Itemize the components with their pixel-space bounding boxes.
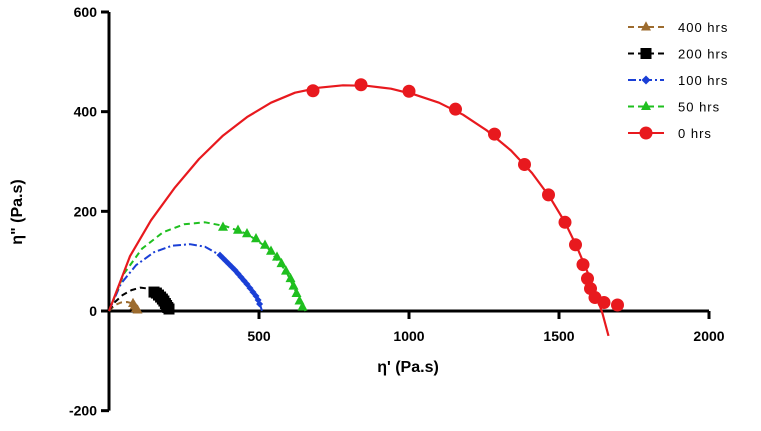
- legend-marker: [639, 126, 653, 140]
- data-point-400-hrs: [132, 304, 143, 314]
- legend-label: 100 hrs: [678, 73, 728, 88]
- fit-curves: [107, 84, 610, 337]
- data-point-0-hrs: [449, 102, 462, 116]
- legend-marker: [641, 21, 651, 31]
- legend-marker: [641, 100, 651, 110]
- data-point-50-hrs: [281, 265, 291, 275]
- data-point-0-hrs: [576, 258, 590, 272]
- y-axis-title: η" (Pa.s): [9, 179, 26, 244]
- data-point-50-hrs: [272, 251, 282, 261]
- y-tick-label: -200: [69, 403, 97, 419]
- data-point-100-hrs: [216, 251, 224, 259]
- axes: -200 0 200 400 600 500 1000 1500 2000: [69, 4, 725, 419]
- y-tick-label: 400: [74, 104, 98, 120]
- x-axis-title: η' (Pa.s): [377, 359, 439, 376]
- data-point-0-hrs: [611, 298, 624, 312]
- legend-label: 0 hrs: [678, 126, 712, 141]
- data-point-50-hrs: [297, 301, 308, 311]
- data-point-50-hrs: [233, 224, 243, 234]
- data-point-0-hrs: [597, 296, 611, 310]
- data-point-0-hrs: [488, 127, 501, 141]
- legend-marker: [641, 75, 651, 85]
- y-tick-label: 600: [74, 4, 98, 20]
- data-point-50-hrs: [260, 239, 270, 249]
- data-point-0-hrs: [402, 84, 416, 98]
- data-point-50-hrs: [218, 221, 228, 231]
- data-point-0-hrs: [542, 188, 555, 202]
- data-point-200-hrs: [163, 303, 175, 315]
- legend-label: 400 hrs: [678, 20, 728, 35]
- data-point-0-hrs: [518, 157, 531, 171]
- data-point-0-hrs: [569, 238, 582, 252]
- fit-curve-100-hrs: [108, 243, 263, 312]
- x-tick-label: 1000: [393, 328, 424, 344]
- data-point-50-hrs: [242, 228, 252, 238]
- data-point-50-hrs: [251, 232, 261, 243]
- legend-marker: [640, 48, 652, 59]
- x-tick-label: 500: [247, 328, 271, 344]
- y-tick-label: 200: [74, 203, 98, 219]
- legend: 400 hrs 200 hrs 100 hrs 50 hrs 0 hrs: [628, 20, 728, 141]
- data-markers: [128, 78, 624, 315]
- y-tick-label: 0: [89, 303, 97, 319]
- legend-label: 50 hrs: [678, 100, 720, 115]
- x-tick-label: 2000: [693, 328, 724, 344]
- data-point-50-hrs: [266, 245, 276, 255]
- data-point-100-hrs: [256, 300, 264, 308]
- data-point-50-hrs: [276, 257, 287, 268]
- data-point-50-hrs: [288, 280, 299, 290]
- data-point-0-hrs: [581, 272, 594, 286]
- data-point-0-hrs: [354, 78, 368, 92]
- data-point-0-hrs: [306, 84, 320, 98]
- x-tick-label: 1500: [543, 328, 574, 344]
- data-point-0-hrs: [558, 215, 572, 229]
- fit-curve-0-hrs: [107, 84, 610, 337]
- data-point-50-hrs: [285, 272, 296, 283]
- fit-curve-50-hrs: [108, 221, 307, 312]
- data-point-50-hrs: [291, 287, 302, 298]
- legend-label: 200 hrs: [678, 47, 728, 62]
